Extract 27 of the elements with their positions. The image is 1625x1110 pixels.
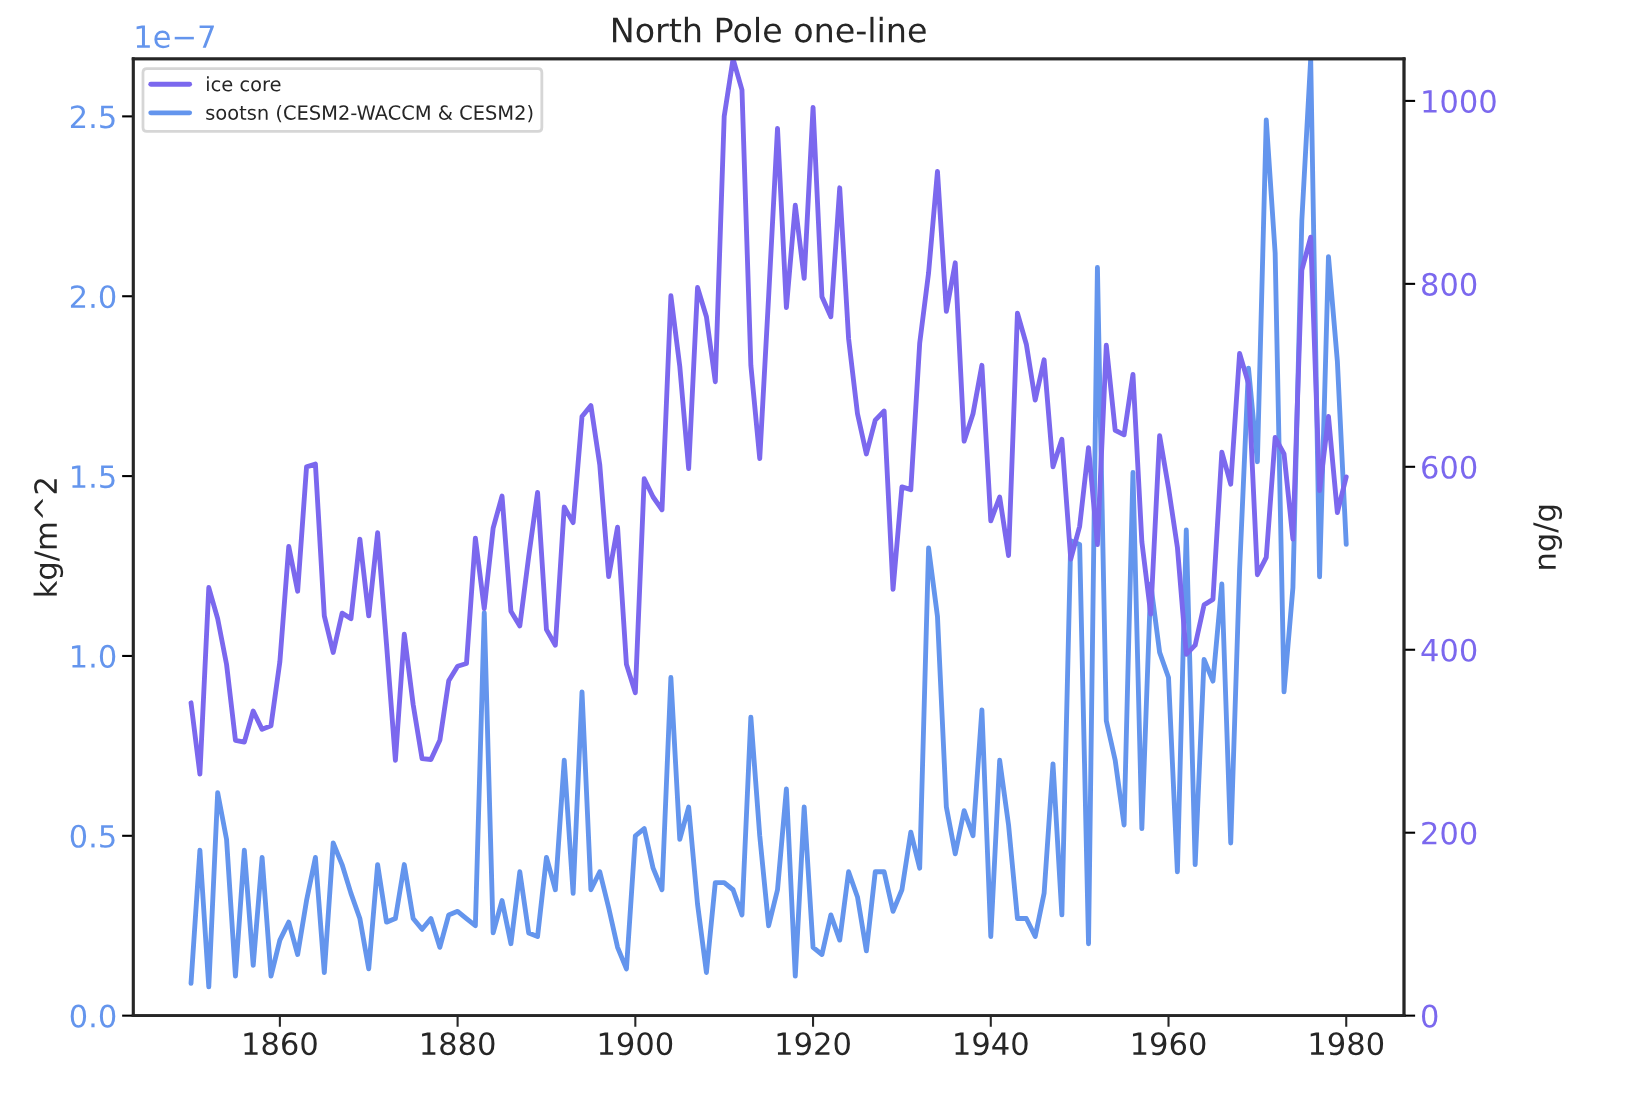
x-tick-label: 1940 xyxy=(955,1032,1028,1056)
y-axis-title: kg/m^2 xyxy=(33,479,64,596)
chart-title: North Pole one-line xyxy=(613,16,926,43)
x-tick-label: 1980 xyxy=(1310,1032,1384,1056)
y-tick-label: 2.0 xyxy=(70,285,116,309)
text: 1e−7 xyxy=(136,25,214,49)
line-series xyxy=(188,58,1349,990)
y2-tick-label: 0 xyxy=(1421,1004,1438,1028)
y-tick-label: 0.0 xyxy=(70,1004,116,1028)
y2-tick-label: 400 xyxy=(1421,638,1477,662)
x-tick-label: 1960 xyxy=(1132,1032,1206,1056)
x-tick-label: 1860 xyxy=(244,1032,317,1056)
y-tick-label: 1.0 xyxy=(72,644,116,668)
x-tick-label: 1900 xyxy=(599,1032,673,1056)
x-tick-label: 1920 xyxy=(777,1032,850,1056)
legend-label: ice core xyxy=(207,76,281,92)
y-tick-label: 1.5 xyxy=(72,465,115,489)
y2-axis-title: ng/g xyxy=(1533,505,1563,569)
y2-tick-label: 600 xyxy=(1422,455,1477,479)
line-series xyxy=(188,58,1349,777)
y-tick-label: 0.5 xyxy=(70,824,115,848)
y-tick-label: 2.5 xyxy=(70,105,115,129)
x-tick-label: 1880 xyxy=(422,1032,495,1056)
y2-tick-label: 800 xyxy=(1422,272,1477,296)
legend-label: sootsn (CESM2-WACCM & CESM2) xyxy=(206,104,533,123)
y2-tick-label: 200 xyxy=(1422,821,1477,845)
y2-tick-label: 1000 xyxy=(1423,89,1496,113)
